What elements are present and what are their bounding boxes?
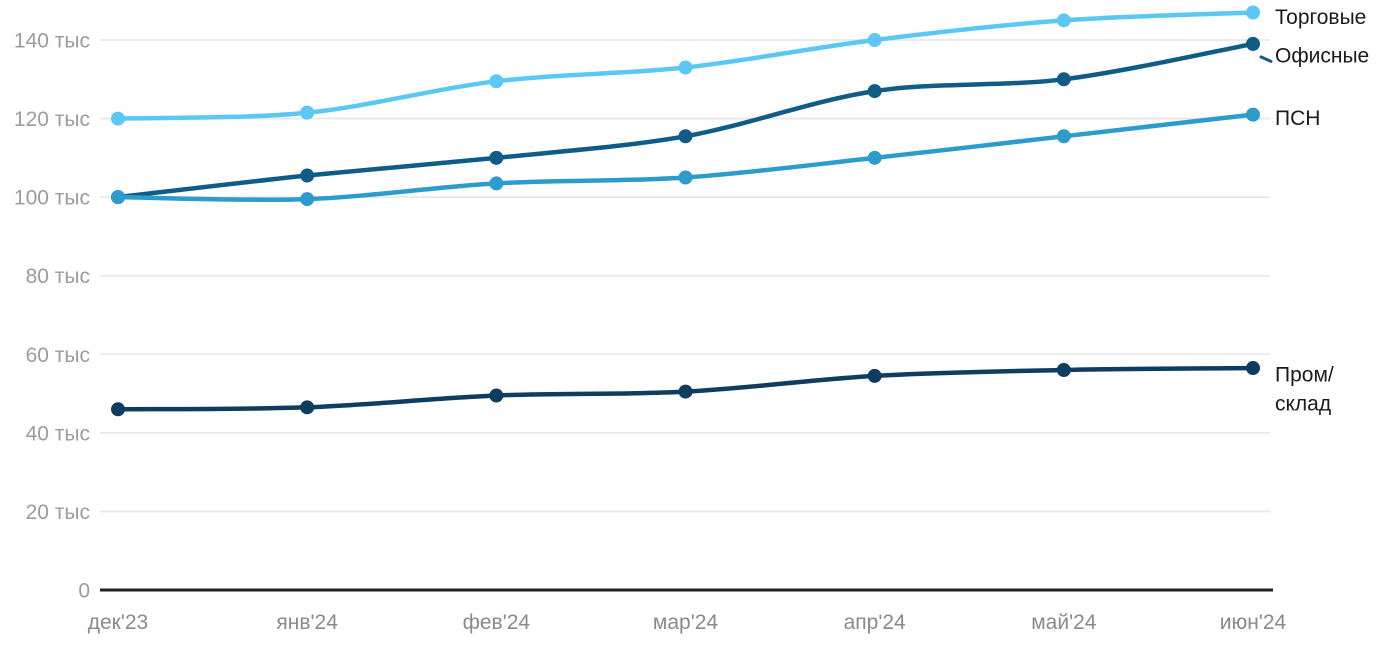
- data-point[interactable]: [1056, 13, 1071, 28]
- data-point[interactable]: [1056, 129, 1071, 144]
- data-point[interactable]: [678, 384, 693, 399]
- series-line-3: [115, 112, 1256, 203]
- data-point[interactable]: [111, 402, 125, 417]
- data-point[interactable]: [111, 190, 125, 205]
- data-point[interactable]: [300, 168, 315, 183]
- data-point[interactable]: [489, 388, 504, 403]
- data-point[interactable]: [867, 84, 882, 99]
- series-label: ПСН: [1275, 107, 1320, 130]
- data-point[interactable]: [300, 105, 315, 120]
- data-point[interactable]: [1056, 72, 1071, 87]
- x-axis-tick-label: июн'24: [1220, 611, 1287, 634]
- x-axis-tick-label: апр'24: [844, 611, 906, 634]
- data-point[interactable]: [489, 176, 504, 191]
- y-axis-tick-label: 140 тыс: [14, 30, 90, 53]
- data-point[interactable]: [867, 368, 882, 383]
- data-point[interactable]: [489, 74, 504, 89]
- series-label: Офисные: [1275, 44, 1369, 67]
- y-axis-tick-label: 80 тыс: [26, 265, 90, 288]
- data-point[interactable]: [1246, 361, 1260, 376]
- y-axis-tick-label: 20 тыс: [26, 501, 90, 524]
- data-point[interactable]: [300, 192, 315, 207]
- y-axis-tick-label: 0: [78, 580, 90, 603]
- y-axis-tick-label: 40 тыс: [26, 422, 90, 445]
- data-point[interactable]: [1246, 5, 1260, 20]
- series-label: Торговые: [1275, 6, 1366, 29]
- data-point[interactable]: [1246, 36, 1260, 51]
- data-point[interactable]: [1056, 363, 1071, 377]
- data-point[interactable]: [867, 150, 882, 165]
- data-point[interactable]: [678, 60, 693, 75]
- x-axis-tick-label: янв'24: [276, 611, 338, 634]
- x-axis-tick-label: мар'24: [653, 611, 718, 634]
- data-point[interactable]: [300, 400, 315, 415]
- series-label: Пром/: [1275, 364, 1334, 387]
- data-point[interactable]: [1246, 107, 1260, 122]
- data-point[interactable]: [678, 129, 693, 144]
- series-label: склад: [1275, 393, 1331, 416]
- x-axis-tick-label: фев'24: [463, 611, 531, 634]
- data-point[interactable]: [489, 150, 504, 165]
- x-axis-tick-label: май'24: [1031, 611, 1097, 634]
- label-leader-dash: [1259, 55, 1273, 63]
- data-point[interactable]: [111, 111, 125, 126]
- data-point[interactable]: [678, 170, 693, 185]
- data-point[interactable]: [867, 33, 882, 47]
- y-axis-tick-label: 120 тыс: [14, 108, 90, 131]
- y-axis-tick-label: 60 тыс: [26, 344, 90, 367]
- x-axis-tick-label: дек'23: [88, 611, 149, 634]
- y-axis-tick-label: 100 тыс: [14, 187, 90, 210]
